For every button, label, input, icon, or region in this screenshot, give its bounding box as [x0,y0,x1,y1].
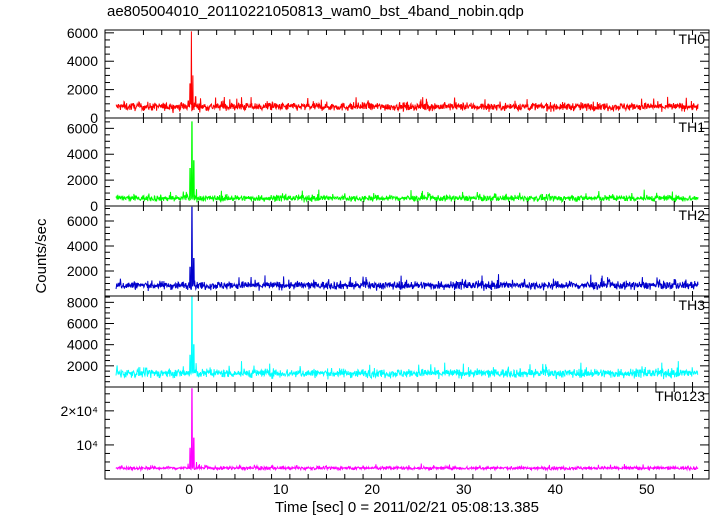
series-label-th0: TH0 [679,31,706,47]
y-tick-label: 4000 [67,146,98,162]
y-tick-label: 4000 [67,337,98,353]
y-tick-label: 8000 [67,294,98,310]
y-tick-label: 4000 [67,53,98,69]
x-tick-label: 30 [456,481,472,497]
panel-frame [104,386,710,480]
y-tick-label: 6000 [67,213,98,229]
series-line-th0 [115,31,699,114]
series-line-th1 [115,121,699,204]
y-tick-label: 2000 [67,263,98,279]
series-label-th1: TH1 [679,119,706,135]
y-tick-label: 6000 [67,120,98,136]
chart-title: ae805004010_20110221050813_wam0_bst_4ban… [107,3,524,20]
panel-frame [104,117,710,207]
series-line-th3 [115,296,699,380]
panel-th1: 0 2000 4000 6000 TH1 [67,117,710,214]
x-axis-label: Time [sec] 0 = 2011/02/21 05:08:13.385 [275,499,539,516]
panel-th2: 2000 4000 6000 TH2 [67,205,710,297]
y-tick-label: 10⁴ [76,437,98,453]
x-tick-label: 40 [547,481,563,497]
x-tick-label: 10 [273,481,289,497]
y-tick-label: 2×10⁴ [60,403,98,419]
series-line-th0123 [115,388,699,473]
y-tick-label: 0 [90,198,98,214]
panel-th0: 0 2000 4000 6000 TH0 [67,25,710,126]
panel-th3: 2000 4000 6000 8000 TH3 [67,294,710,388]
y-tick-label: 2000 [67,172,98,188]
series-label-th0123: TH0123 [655,388,705,404]
y-tick-label: 2000 [67,82,98,98]
y-tick-label: 0 [90,110,98,126]
x-tick-labels: 0 10 20 30 40 50 [185,481,654,497]
series-label-th3: TH3 [679,297,706,313]
y-tick-label: 6000 [67,316,98,332]
y-tick-label: 2000 [67,358,98,374]
series-label-th2: TH2 [679,207,706,223]
panel-th0123: 10⁴ 2×10⁴ TH0123 [60,386,710,480]
x-tick-label: 0 [185,481,193,497]
y-tick-label: 4000 [67,238,98,254]
x-tick-label: 20 [364,481,380,497]
y-axis-label: Counts/sec [33,218,50,294]
series-line-th2 [115,206,699,292]
x-tick-label: 50 [639,481,655,497]
y-tick-label: 6000 [67,25,98,41]
